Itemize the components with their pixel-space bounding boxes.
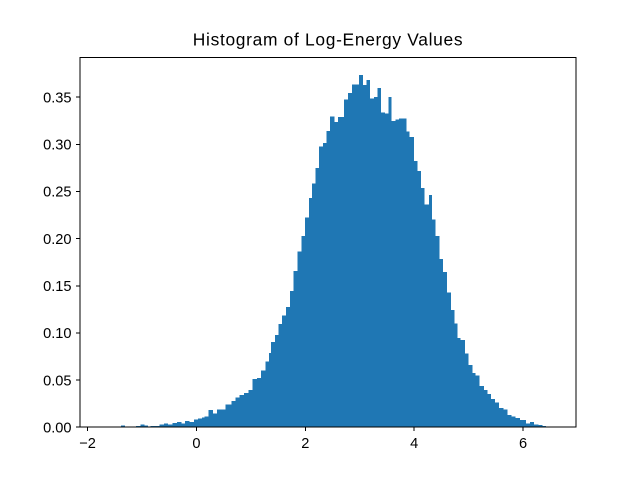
- svg-text:2: 2: [301, 436, 309, 452]
- svg-text:0: 0: [192, 436, 200, 452]
- svg-text:4: 4: [410, 436, 418, 452]
- svg-text:6: 6: [519, 436, 527, 452]
- svg-text:0.20: 0.20: [43, 232, 71, 248]
- svg-text:0.00: 0.00: [43, 420, 71, 436]
- svg-text:Histogram of Log-Energy Values: Histogram of Log-Energy Values: [193, 29, 463, 49]
- svg-text:0.30: 0.30: [43, 138, 71, 154]
- svg-text:−2: −2: [79, 436, 96, 452]
- svg-text:0.15: 0.15: [43, 279, 71, 295]
- svg-text:0.35: 0.35: [43, 90, 71, 106]
- svg-text:0.10: 0.10: [43, 326, 71, 342]
- svg-text:0.25: 0.25: [43, 185, 71, 201]
- svg-text:0.05: 0.05: [43, 373, 71, 389]
